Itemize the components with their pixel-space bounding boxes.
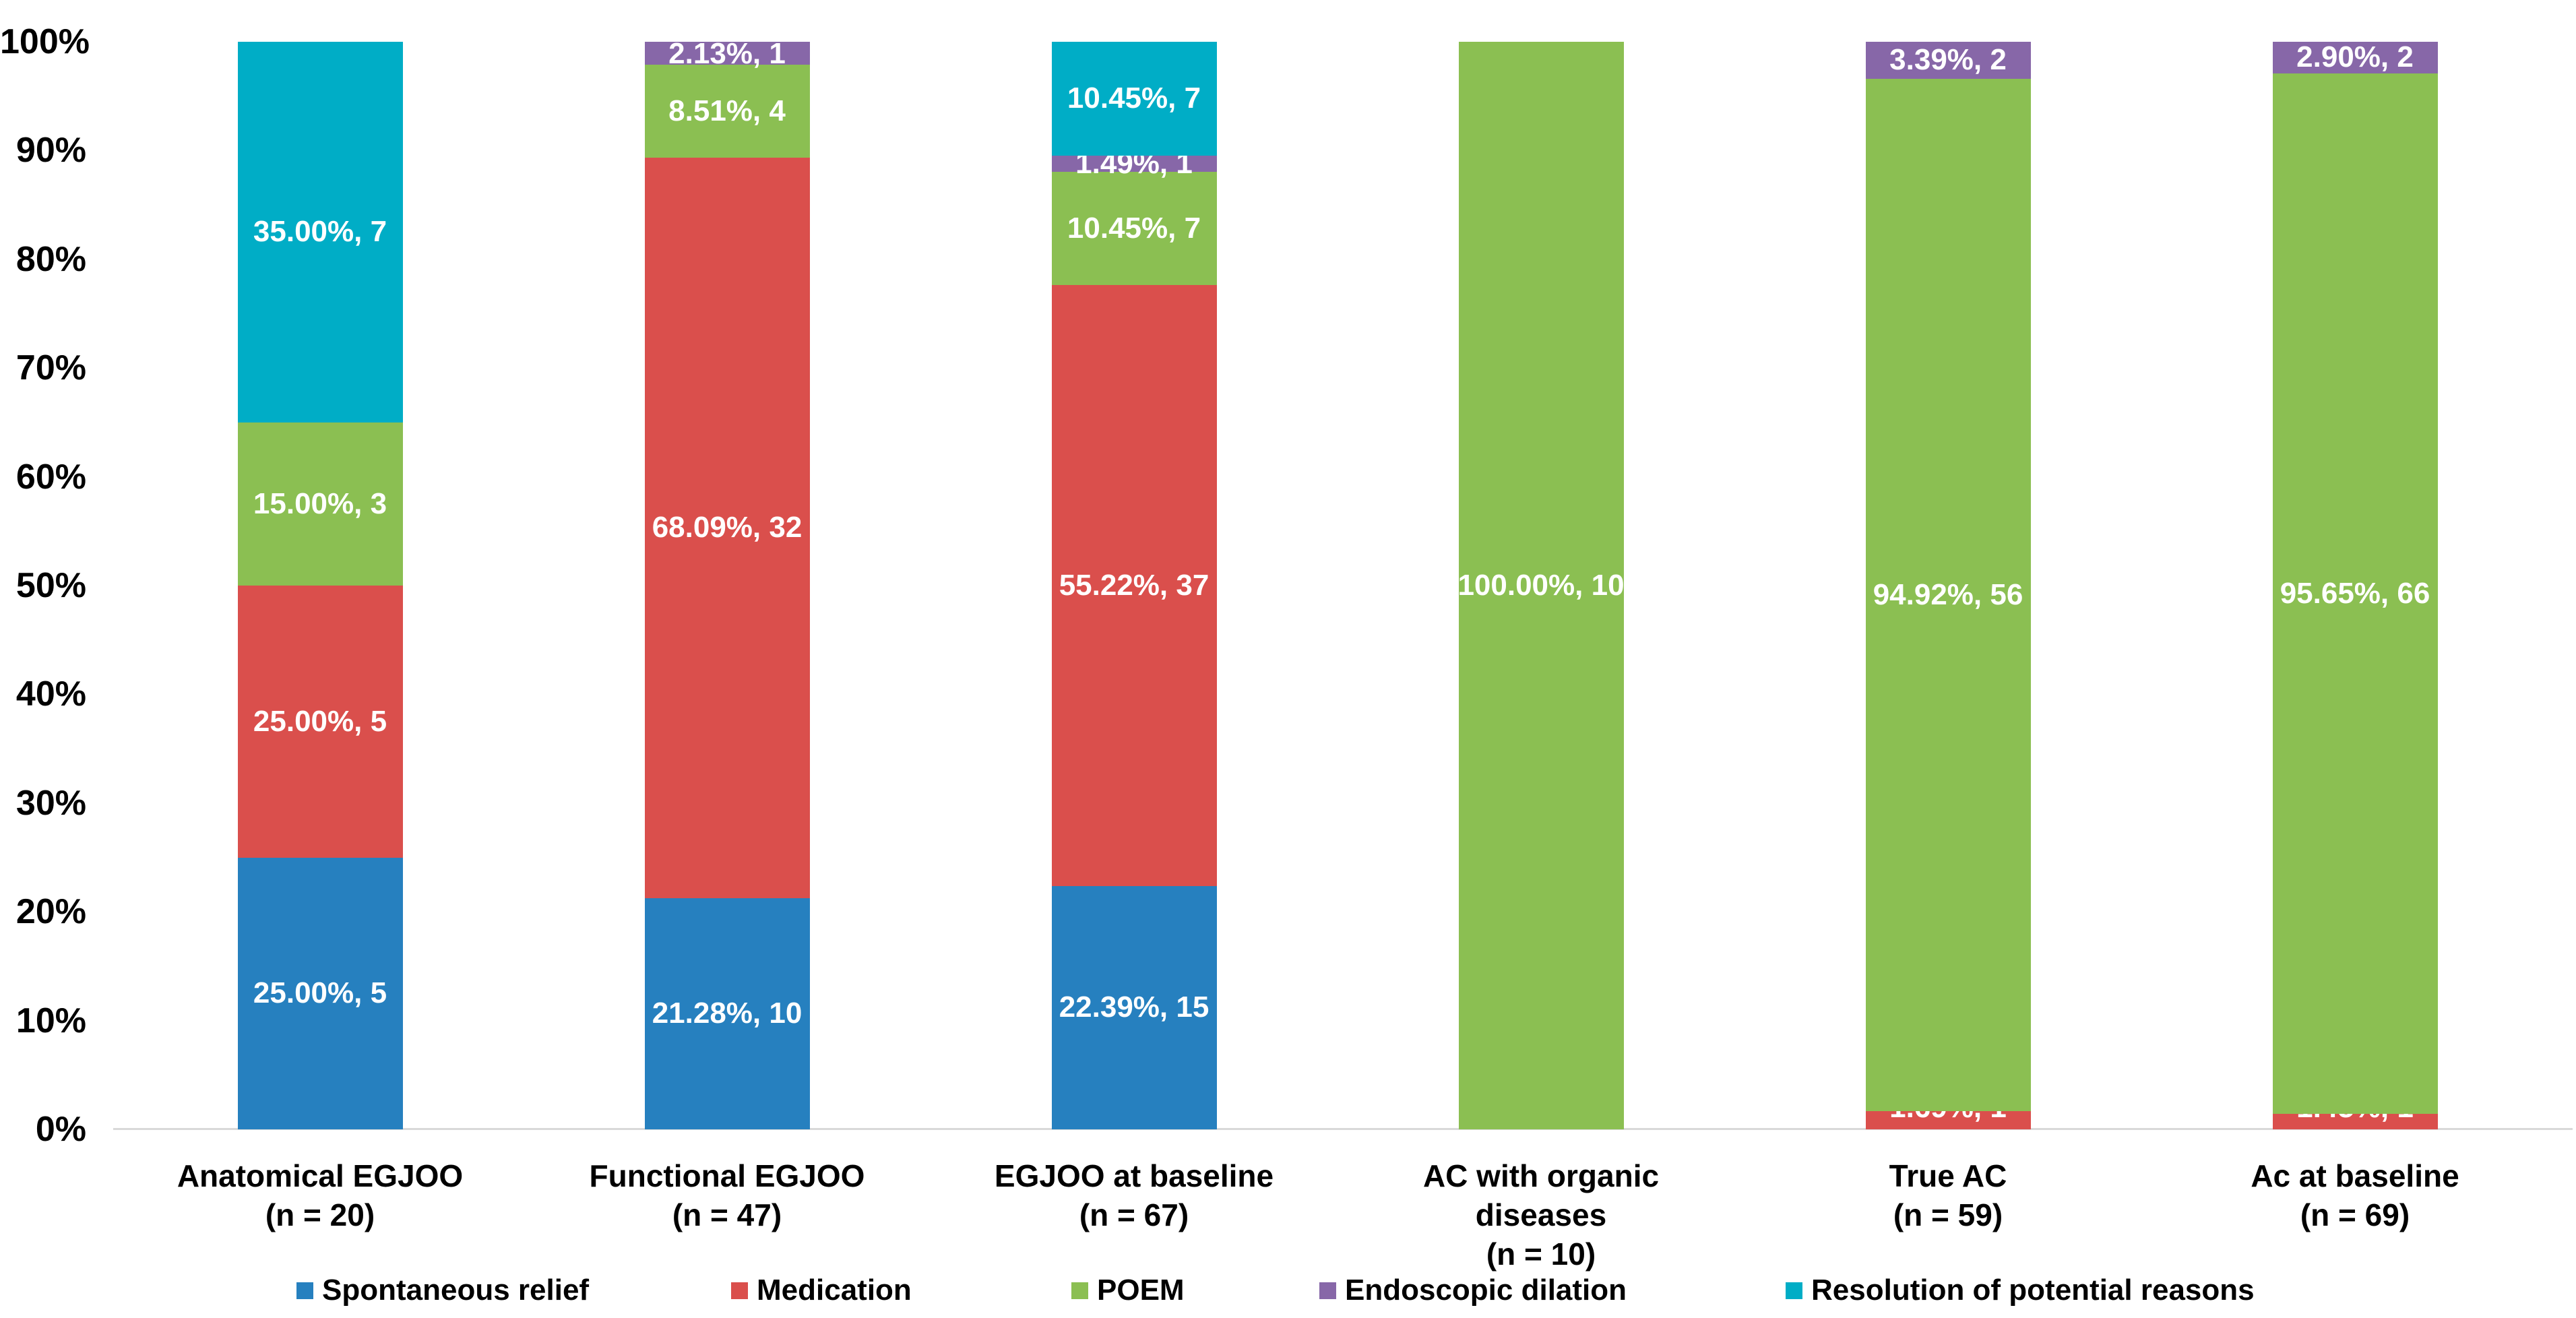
bar-segment-label: 8.51%, 4: [668, 94, 786, 127]
legend-label: Spontaneous relief: [322, 1274, 590, 1307]
category-label: EGJOO at baseline (n = 67): [994, 1158, 1274, 1232]
bar-segment-label: 25.00%, 5: [253, 976, 387, 1010]
bar-segment: [1865, 1110, 2031, 1129]
bar-segment: [644, 157, 810, 898]
bar-segment-label: 25.00%, 5: [253, 704, 387, 738]
bar-segment: [644, 41, 810, 65]
bar-segment: [2272, 42, 2438, 73]
legend-swatch-icon: [731, 1282, 748, 1299]
bar-segment: [2272, 73, 2438, 1114]
bar-segment: [237, 857, 403, 1129]
y-axis-tick-label: 60%: [15, 457, 86, 497]
legend-item: Endoscopic dilation: [1319, 1274, 1627, 1307]
bar-segment-label: 55.22%, 37: [1059, 569, 1210, 602]
bar-segment-label: 2.90%, 2: [2296, 40, 2414, 74]
bar-segment: [644, 65, 810, 158]
category-label: True AC (n = 59): [1889, 1158, 2007, 1232]
bar-segment: [1865, 78, 2031, 1111]
bar-segment: [1051, 171, 1217, 286]
legend-swatch-icon: [1071, 1282, 1088, 1299]
bar-segment-label: 21.28%, 10: [652, 997, 803, 1030]
legend-swatch-icon: [1319, 1282, 1336, 1299]
y-axis-tick-label: 50%: [15, 566, 86, 605]
y-axis-tick-label: 70%: [15, 348, 86, 388]
legend-label: Resolution of potential reasons: [1811, 1274, 2255, 1307]
bar-segment: [1051, 285, 1217, 886]
legend-item: Spontaneous relief: [296, 1274, 589, 1307]
legend-label: POEM: [1097, 1274, 1185, 1307]
bar-segment-label: 95.65%, 66: [2280, 576, 2430, 610]
legend-item: Medication: [731, 1274, 912, 1307]
category-label: Functional EGJOO (n = 47): [589, 1158, 865, 1232]
bar-segment-label: 100.00%, 10: [1457, 569, 1625, 602]
bar-segment: [1458, 42, 1624, 1129]
category-label: AC with organic diseases (n = 10): [1422, 1158, 1660, 1272]
category-label: Ac at baseline (n = 69): [2251, 1158, 2459, 1232]
bar-segment: [2272, 1113, 2438, 1129]
bar-segment: [237, 586, 403, 858]
bar-segment: [1051, 885, 1217, 1129]
bar-segment-label: 68.09%, 32: [652, 511, 803, 544]
legend-swatch-icon: [296, 1282, 313, 1299]
bar-segment: [1051, 42, 1217, 156]
bar-segment: [644, 898, 810, 1129]
legend-swatch-icon: [1786, 1282, 1802, 1299]
y-axis-tick-label: 10%: [15, 1001, 86, 1040]
bar-segment: [1865, 42, 2031, 79]
bar-segment-label: 3.39%, 2: [1889, 43, 2007, 77]
legend-label: Endoscopic dilation: [1345, 1274, 1627, 1307]
bar-segment-label: 15.00%, 3: [253, 487, 387, 520]
bar-segment-label: 2.13%, 1: [668, 37, 786, 70]
bar-segment: [237, 42, 403, 422]
bar-segment-label: 22.39%, 15: [1059, 991, 1210, 1024]
category-label: Anatomical EGJOO (n = 20): [177, 1158, 464, 1232]
legend-item: POEM: [1071, 1274, 1185, 1307]
bar-segment: [237, 422, 403, 586]
y-axis-tick-label: 80%: [15, 239, 86, 279]
bar-segment-label: 94.92%, 56: [1873, 577, 2023, 611]
y-axis-tick-label: 100%: [0, 22, 90, 61]
y-axis-tick-label: 30%: [15, 783, 86, 823]
legend-item: Resolution of potential reasons: [1786, 1274, 2255, 1307]
legend-label: Medication: [757, 1274, 912, 1307]
y-axis-tick-label: 20%: [15, 892, 86, 932]
y-axis-tick-label: 0%: [35, 1110, 86, 1149]
y-axis-tick-label: 40%: [15, 674, 86, 714]
bar-segment-label: 10.45%, 7: [1067, 82, 1201, 115]
x-axis-line: [113, 1128, 2573, 1130]
y-axis-tick-label: 90%: [15, 131, 86, 170]
bar-segment-label: 35.00%, 7: [253, 215, 387, 249]
bar-segment-label: 10.45%, 7: [1067, 212, 1201, 245]
bar-segment: [1051, 155, 1217, 172]
